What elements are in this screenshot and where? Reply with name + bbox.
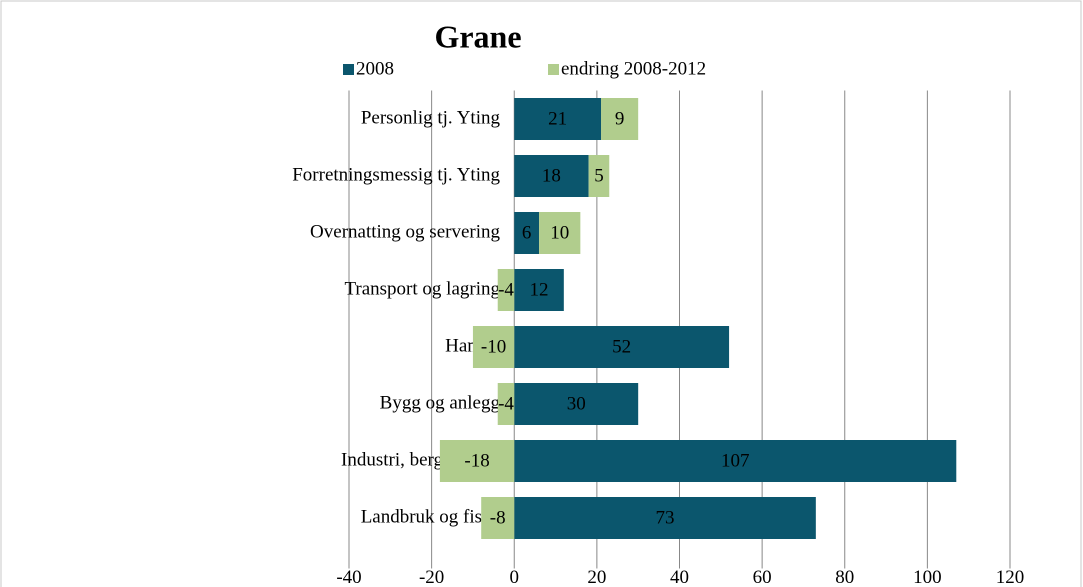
data-label: 12 (530, 279, 549, 300)
bar (539, 212, 581, 254)
data-label: 107 (721, 450, 750, 471)
legend-swatch (548, 64, 559, 75)
data-label: -4 (498, 393, 514, 414)
data-label: -4 (498, 279, 514, 300)
bar (588, 155, 610, 197)
data-label: 52 (612, 336, 631, 357)
data-label: 21 (548, 108, 567, 129)
x-tick-label: 80 (835, 567, 854, 587)
x-tick-label: 60 (753, 567, 772, 587)
data-label: 5 (594, 165, 604, 186)
y-tick-label: Transport og lagring (344, 278, 500, 299)
bar (439, 440, 515, 482)
bar (601, 98, 639, 140)
x-tick-label: -20 (419, 567, 444, 587)
bar (514, 155, 589, 197)
data-label: -18 (464, 450, 489, 471)
x-tick-label: 40 (670, 567, 689, 587)
bar (497, 383, 515, 425)
y-tick-label: Personlig tj. Yting (361, 107, 501, 128)
y-tick-label: Bygg og anlegg (380, 392, 501, 413)
bar (514, 383, 639, 425)
legend-swatch (343, 64, 354, 75)
bar (514, 98, 602, 140)
x-tick-label: 100 (913, 567, 942, 587)
y-tick-label: Landbruk og fiske (361, 506, 500, 527)
x-tick-label: -40 (336, 567, 361, 587)
data-label: 30 (567, 393, 586, 414)
bar (514, 212, 540, 254)
x-tick-label: 0 (510, 567, 520, 587)
data-label: 9 (615, 108, 625, 129)
data-label: -10 (481, 336, 506, 357)
y-tick-label: Forretningsmessig tj. Yting (292, 164, 500, 185)
legend-label: 2008 (356, 58, 394, 79)
bar (514, 326, 730, 368)
data-label: 18 (542, 165, 561, 186)
chart-title: Grane (434, 18, 521, 54)
data-label: 6 (522, 222, 532, 243)
legend-label: endring 2008-2012 (561, 58, 706, 79)
data-label: -8 (490, 507, 506, 528)
data-label: 10 (550, 222, 569, 243)
bar (514, 269, 564, 311)
bar (472, 326, 515, 368)
x-tick-label: 20 (587, 567, 606, 587)
data-label: 73 (656, 507, 675, 528)
bar (481, 497, 515, 539)
bar (514, 497, 816, 539)
bar (514, 440, 957, 482)
bar (497, 269, 515, 311)
y-tick-label: Overnatting og servering (310, 221, 500, 242)
x-tick-label: 120 (996, 567, 1025, 587)
